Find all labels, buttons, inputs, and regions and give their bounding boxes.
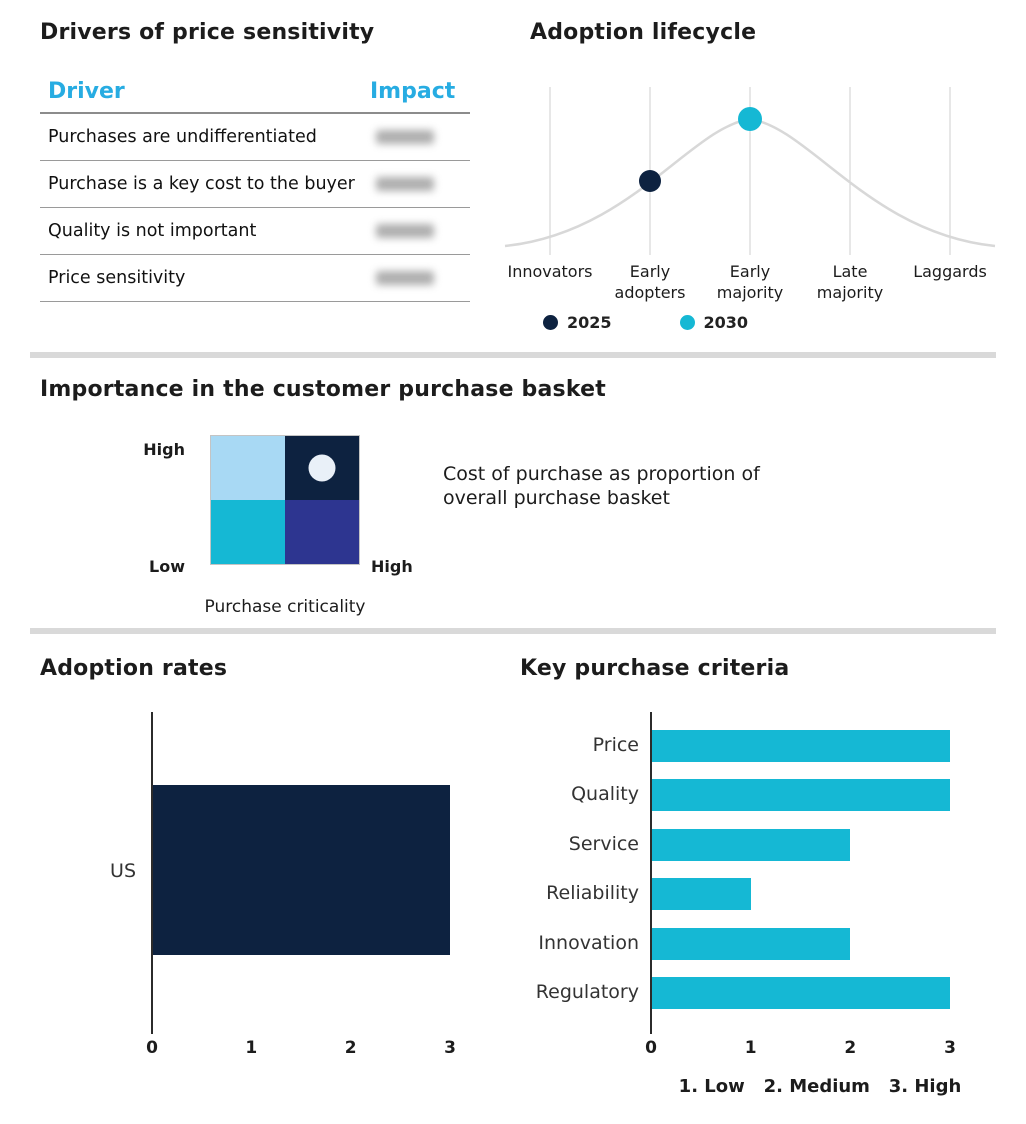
driver-column-header: Driver	[48, 79, 125, 104]
x-tick-label: 1	[744, 1038, 757, 1058]
legend-item: 2030	[679, 313, 749, 332]
legend-dot-2025	[543, 315, 558, 330]
drivers-section-title: Drivers of price sensitivity	[40, 20, 375, 45]
driver-cell: Quality is not important	[48, 221, 257, 241]
bar-category-label: Service	[568, 832, 639, 855]
legend-item: 2025	[543, 313, 612, 332]
x-tick-label: 2	[844, 1038, 857, 1058]
bar-category-label: Innovation	[538, 931, 639, 954]
matrix-x-high-label: High	[371, 557, 413, 576]
table-row: Price sensitivity	[40, 255, 470, 302]
bar-category-label: Regulatory	[535, 981, 639, 1003]
adoption-rates-chart: US 0 1 2 3	[110, 712, 472, 1062]
legend-dot-2030	[679, 315, 695, 330]
lifecycle-point-2025	[639, 170, 661, 192]
table-row: Quality is not important	[40, 208, 470, 255]
x-tick-label: 0	[645, 1038, 657, 1058]
table-row: Purchases are undifferentiated	[40, 114, 470, 161]
drivers-table: Driver Impact Purchases are undifferenti…	[40, 70, 470, 302]
driver-cell: Purchases are undifferentiated	[48, 127, 317, 147]
y-axis-spine	[650, 712, 652, 1034]
legend-label: 2025	[567, 313, 612, 332]
lifecycle-category-label: Early adopters	[614, 262, 686, 302]
adoption-rates-title: Adoption rates	[40, 656, 228, 681]
lifecycle-category-labels: Innovators Early adopters Early majority La…	[500, 262, 1000, 304]
basket-annotation: Cost of purchase as proportion of overal…	[443, 463, 760, 509]
x-tick-label: 3	[444, 1038, 456, 1058]
lifecycle-legend: 2025 2030	[543, 313, 748, 332]
matrix-quadrant-bottom-right	[285, 500, 359, 564]
impact-cell-blurred	[376, 177, 434, 191]
matrix-quadrant-top-left	[211, 436, 285, 500]
matrix-x-axis-title: Purchase criticality	[204, 597, 366, 617]
bar-innovation	[652, 927, 851, 960]
matrix-marker-circle	[308, 454, 336, 482]
lifecycle-category-label: Late majority	[816, 262, 884, 302]
bar-category-label: Reliability	[546, 882, 639, 905]
lifecycle-category-label: Early majority	[716, 262, 784, 302]
drivers-table-header: Driver Impact	[40, 70, 470, 114]
drivers-table-body: Purchases are undifferentiated Purchase i…	[40, 114, 470, 302]
matrix-y-high-label: High	[143, 440, 185, 459]
table-row: Purchase is a key cost to the buyer	[40, 161, 470, 208]
scale-footnote: 1. Low 2. Medium 3. High	[678, 1076, 962, 1097]
impact-cell-blurred	[376, 271, 434, 285]
bar-category-label: Price	[592, 734, 639, 756]
x-tick-label: 3	[944, 1038, 956, 1058]
impact-cell-blurred	[376, 130, 434, 144]
driver-cell: Price sensitivity	[48, 268, 186, 288]
bar-category-label: US	[110, 860, 136, 882]
impact-cell-blurred	[376, 224, 434, 238]
matrix-quadrant-bottom-left	[211, 500, 285, 564]
x-tick-label: 1	[245, 1038, 258, 1058]
lifecycle-category-label: Laggards	[913, 262, 987, 281]
bar-price	[652, 730, 950, 762]
legend-label: 2030	[703, 313, 749, 332]
lifecycle-category-label: Innovators	[507, 262, 593, 281]
purchase-criteria-chart: Price Quality Service Reliability Innovation…	[536, 712, 996, 1062]
lifecycle-point-2030	[738, 107, 762, 131]
x-tick-label: 0	[146, 1038, 158, 1058]
bar-category-label: Quality	[571, 783, 639, 806]
lifecycle-chart	[504, 87, 996, 255]
section-divider	[30, 628, 996, 634]
matrix-quadrant-top-right	[285, 436, 359, 500]
purchase-criteria-title: Key purchase criteria	[520, 656, 790, 681]
section-divider	[30, 352, 996, 358]
bar-reliability	[652, 878, 751, 911]
y-axis-spine	[151, 712, 153, 1034]
bar-service	[652, 828, 851, 861]
lifecycle-section-title: Adoption lifecycle	[530, 20, 757, 45]
matrix-y-low-label: Low	[149, 557, 185, 576]
bar-US	[153, 785, 450, 955]
impact-column-header: Impact	[370, 79, 456, 104]
basket-section-title: Importance in the customer purchase bask…	[40, 377, 606, 402]
bar-quality	[652, 779, 950, 812]
x-tick-label: 2	[344, 1038, 357, 1058]
purchase-basket-matrix	[210, 435, 360, 565]
bar-regulatory	[652, 977, 950, 1009]
driver-cell: Purchase is a key cost to the buyer	[48, 174, 355, 194]
